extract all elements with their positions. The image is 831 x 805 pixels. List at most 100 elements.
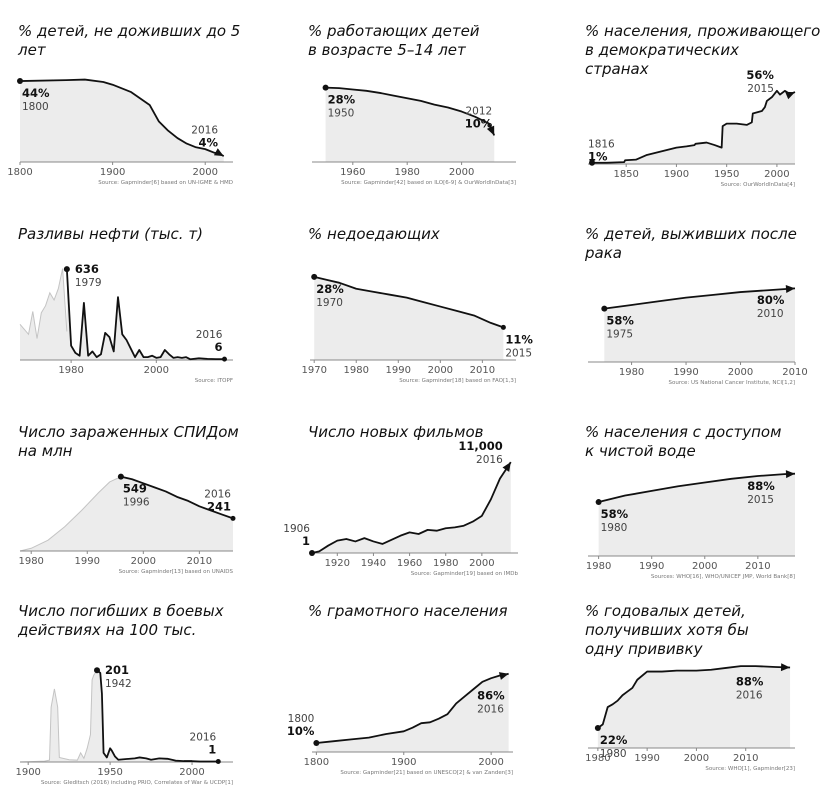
chart-area: [20, 476, 233, 551]
chart-title: Число погибших в боевых действиях на 100…: [18, 602, 224, 639]
source-caption: Source: Gapminder[18] based on FAO[1,3]: [399, 378, 516, 384]
data-line: [597, 665, 791, 729]
value-label: 11,000: [458, 439, 502, 453]
year-label: 2015: [747, 494, 774, 506]
chart-title: % населения с доступом к чистой воде: [585, 423, 782, 460]
end-arrow: [486, 125, 495, 136]
x-tick-label: 2000: [192, 167, 217, 178]
data-line: [316, 672, 509, 744]
x-tick-label: 1990: [386, 365, 411, 376]
year-label: 1996: [123, 497, 150, 509]
year-label: 1980: [600, 748, 627, 760]
data-line: [19, 78, 225, 157]
chart-panel: % работающих детей в возрасте 5–14 лет 19…: [308, 22, 526, 207]
chart-title: % детей, не доживших до 5 лет: [18, 22, 241, 59]
x-tick-label: 1940: [361, 558, 386, 569]
year-label: 2016: [477, 703, 504, 715]
start-point: [117, 473, 124, 480]
chart-area: [325, 87, 495, 162]
x-tick-label: 2010: [782, 367, 807, 378]
end-arrow: [498, 672, 509, 680]
year-label: 2015: [505, 347, 532, 359]
source-caption: Source: US National Cancer Institute, NC…: [669, 380, 796, 386]
data-line: [598, 472, 796, 503]
value-label: 636: [75, 262, 99, 276]
chart-title: % недоедающих: [308, 225, 440, 243]
start-point: [601, 305, 608, 312]
x-tick-label: 2000: [478, 757, 503, 768]
start-point: [322, 84, 329, 91]
year-label: 1800: [22, 101, 49, 113]
x-tick-label: 1980: [619, 367, 644, 378]
chart-title: % грамотного населения: [308, 602, 508, 620]
value-label: 6: [214, 340, 222, 354]
source-caption: Source: Gapminder[42] based on ILO[6-9] …: [341, 180, 516, 186]
chart-area: [312, 462, 511, 553]
start-point: [589, 159, 596, 166]
x-tick-label: 1980: [433, 558, 458, 569]
chart-title: % работающих детей в возрасте 5–14 лет: [308, 22, 480, 59]
chart-panel: Число новых фильмов 1920 1940 1960 1980 2000 1…: [283, 423, 526, 608]
year-label: 2016: [476, 454, 503, 466]
data-line: [325, 86, 496, 136]
value-label: 58%: [601, 507, 629, 521]
end-arrow: [780, 663, 791, 672]
chart-plot: 1850 1900 1950 2000 1%1816 56%2015 Source: Our…: [588, 68, 796, 188]
data-line: [311, 461, 512, 554]
data-line: [592, 89, 796, 164]
x-tick-label: 1950: [97, 767, 122, 778]
chart-area: [592, 90, 795, 164]
x-tick-label: 2000: [179, 767, 204, 778]
value-label: 22%: [600, 733, 628, 747]
chart-ghost-line: [19, 476, 122, 552]
source-caption: Source: Gapminder[6] based on UN-IGME & …: [98, 180, 233, 186]
source-caption: Source: Gapminder[13] based on UNAIDS: [119, 569, 234, 575]
start-point: [594, 724, 601, 731]
x-tick-label: 1850: [613, 169, 638, 180]
x-tick-label: 2000: [144, 365, 169, 376]
value-label: 549: [123, 482, 147, 496]
source-caption: Source: WHO[1], Gapminder[23]: [705, 766, 795, 772]
x-tick-label: 1900: [391, 757, 416, 768]
source-caption: Sources: WHO[16], WHO/UNICEF JMP, World …: [651, 574, 795, 580]
end-point: [215, 759, 221, 765]
x-tick-label: 1990: [639, 561, 664, 572]
year-label: 1970: [316, 297, 343, 309]
data-line: [65, 269, 225, 361]
x-tick-label: 2000: [449, 167, 474, 178]
x-tick-label: 1980: [586, 561, 611, 572]
year-label: 1906: [283, 523, 310, 535]
value-label: 11%: [505, 332, 533, 346]
x-tick-label: 1990: [75, 556, 100, 567]
chart-title: % годовалых детей, получивших хотя бы од…: [585, 602, 749, 658]
year-label: 1942: [105, 678, 132, 690]
end-arrow: [785, 91, 795, 100]
x-tick-label: 2000: [469, 558, 494, 569]
x-tick-label: 1980: [58, 365, 83, 376]
chart-area: [314, 276, 504, 360]
x-tick-label: 1990: [673, 367, 698, 378]
year-label: 1816: [588, 139, 615, 151]
end-point: [221, 356, 227, 362]
x-tick-label: 2000: [764, 169, 789, 180]
end-arrow: [502, 462, 511, 472]
x-tick-label: 2000: [131, 556, 156, 567]
chart-area: [604, 288, 795, 362]
year-label: 2015: [747, 83, 774, 95]
x-tick-label: 1900: [664, 169, 689, 180]
chart-panel: Число погибших в боевых действиях на 100…: [15, 602, 243, 787]
end-point: [500, 324, 506, 330]
value-label: 80%: [757, 293, 785, 307]
value-label: 88%: [747, 479, 775, 493]
start-point: [313, 740, 320, 746]
chart-plot: 1960 1980 2000 28%1950 10%2012 Source: Gapmin…: [312, 84, 516, 186]
x-tick-label: 1980: [585, 753, 610, 764]
value-label: 88%: [736, 675, 764, 689]
data-line: [120, 475, 234, 520]
